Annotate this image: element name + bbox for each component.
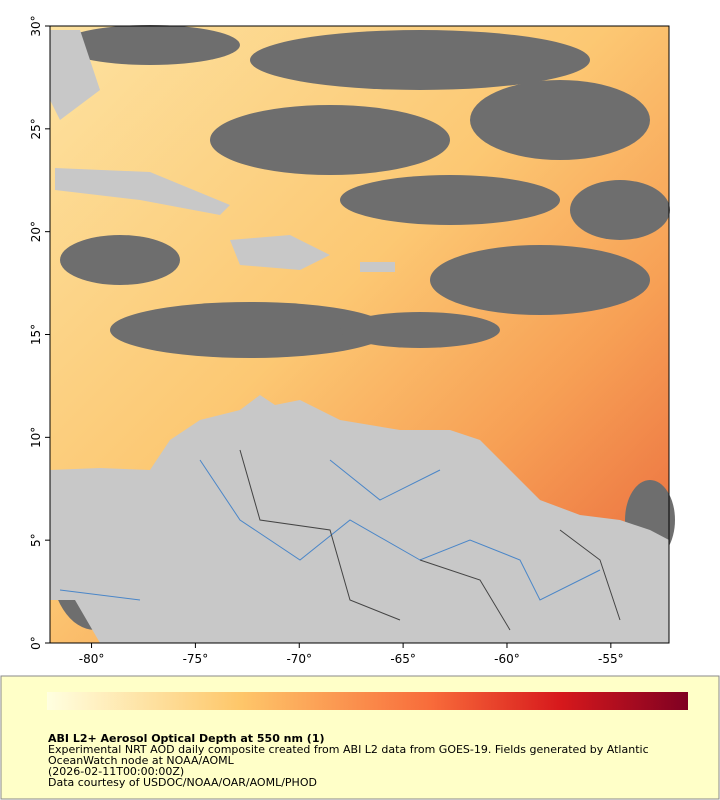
y-tick-label: 15° (29, 324, 43, 345)
colorbar (47, 692, 688, 710)
y-tick-label: 5° (29, 533, 43, 547)
y-tick-label: 25° (29, 118, 43, 139)
title: ABI L2+ Aerosol Optical Depth at 550 nm … (48, 732, 325, 745)
map-image (50, 25, 675, 643)
credit: Data courtesy of USDOC/NOAA/OAR/AOML/PHO… (48, 776, 317, 789)
x-tick-label: -55° (598, 652, 624, 666)
x-tick-label: -60° (494, 652, 520, 666)
x-tick-label: -70° (286, 652, 312, 666)
date: (2026-02-11T00:00:00Z) (48, 765, 185, 778)
x-tick-label: -65° (390, 652, 416, 666)
y-tick-label: 30° (29, 15, 43, 36)
x-tick-label: -75° (183, 652, 209, 666)
description: Experimental NRT AOD daily composite cre… (48, 743, 649, 767)
y-tick-label: 10° (29, 427, 43, 448)
y-tick-label: 20° (29, 221, 43, 242)
x-tick-label: -80° (79, 652, 105, 666)
y-tick-label: 0° (29, 636, 43, 650)
